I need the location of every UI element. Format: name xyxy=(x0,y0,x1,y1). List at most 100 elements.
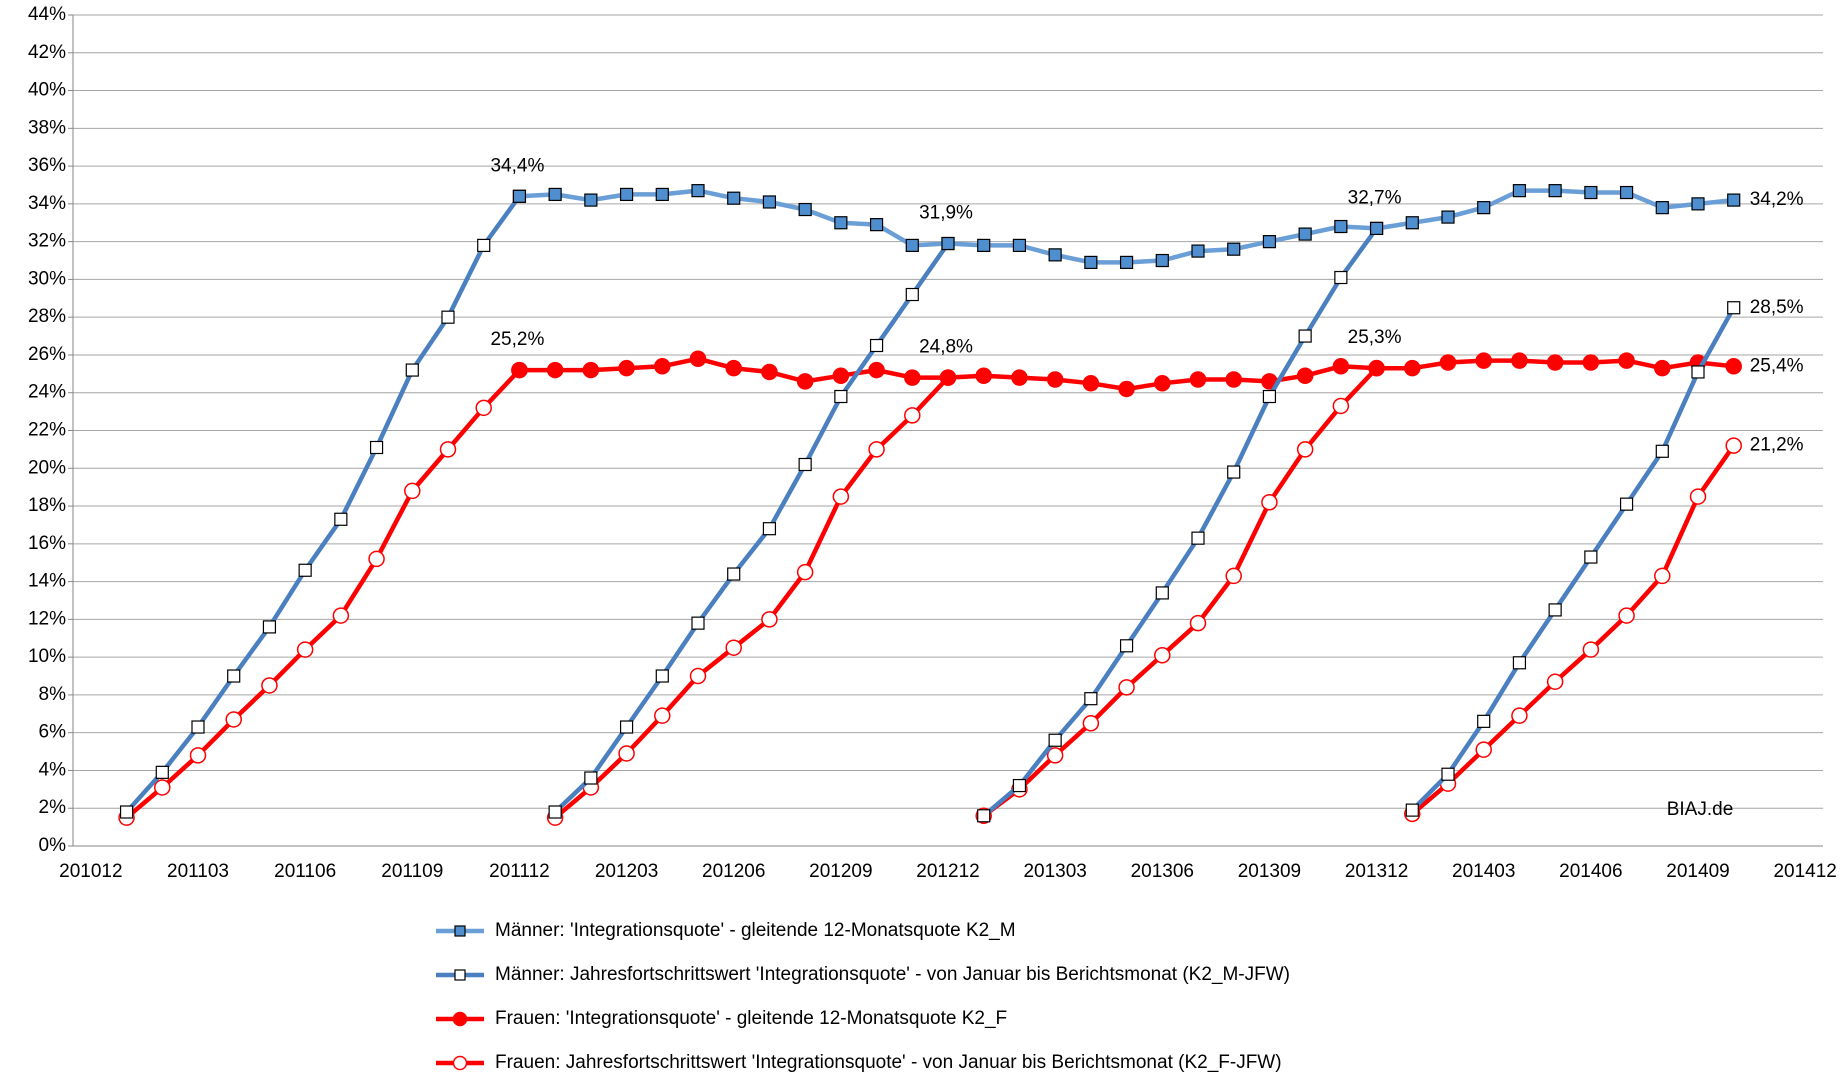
marker xyxy=(762,195,777,209)
marker xyxy=(368,550,385,568)
marker xyxy=(1477,201,1491,215)
marker xyxy=(834,216,848,230)
marker xyxy=(796,563,814,581)
marker xyxy=(1619,497,1634,511)
y-tick-label: 8% xyxy=(39,684,67,705)
x-tick-label: 201309 xyxy=(1238,861,1301,882)
y-tick-label: 2% xyxy=(39,797,67,818)
marker xyxy=(1082,714,1100,732)
series-line xyxy=(553,376,950,820)
marker xyxy=(334,512,348,526)
marker xyxy=(1046,371,1064,388)
marker xyxy=(1296,367,1314,384)
marker xyxy=(1225,371,1242,388)
marker xyxy=(1618,352,1635,369)
series-line xyxy=(553,242,950,814)
marker xyxy=(905,238,919,253)
x-tick-label: 201306 xyxy=(1131,861,1194,882)
marker xyxy=(1546,354,1564,371)
marker xyxy=(796,373,814,390)
data-label: 31,9% xyxy=(919,203,973,224)
marker xyxy=(1546,673,1564,690)
marker xyxy=(1225,567,1242,585)
marker xyxy=(761,611,778,628)
marker xyxy=(1369,221,1384,236)
marker xyxy=(546,361,564,379)
y-tick-label: 22% xyxy=(28,420,66,441)
series-line xyxy=(125,368,522,820)
marker xyxy=(1368,359,1385,377)
data-label: 24,8% xyxy=(919,337,973,358)
data-label: 25,2% xyxy=(490,329,544,350)
marker xyxy=(618,745,635,762)
marker xyxy=(405,363,419,377)
series-line xyxy=(519,188,1734,265)
y-tick-label: 30% xyxy=(28,268,66,289)
plot-area: 21,2% 25,2% 24,8% 25,3% 25,4% 28,5% 34,4% 31,9%… xyxy=(118,155,1804,826)
marker xyxy=(584,193,598,207)
marker xyxy=(452,1011,468,1027)
marker xyxy=(727,191,741,205)
y-tick-label: 28% xyxy=(28,306,66,327)
marker xyxy=(725,639,742,656)
marker xyxy=(1405,803,1419,817)
marker xyxy=(655,187,669,202)
y-tick-label: 4% xyxy=(39,759,67,780)
marker xyxy=(1511,707,1528,724)
marker xyxy=(439,441,457,458)
marker xyxy=(798,457,812,472)
marker xyxy=(1477,714,1491,728)
marker xyxy=(582,361,600,379)
x-tick-label: 201106 xyxy=(274,861,336,882)
marker xyxy=(1548,184,1562,198)
x-tick-label: 201412 xyxy=(1773,861,1836,882)
marker xyxy=(262,620,277,634)
marker xyxy=(1118,380,1135,398)
marker xyxy=(868,361,885,379)
marker xyxy=(1334,270,1348,285)
y-tick-label: 16% xyxy=(28,533,66,554)
y-tick-label: 6% xyxy=(39,722,67,743)
marker xyxy=(1691,197,1705,211)
marker xyxy=(1725,358,1742,375)
y-tick-label: 14% xyxy=(28,571,66,592)
data-label: 25,3% xyxy=(1348,327,1402,348)
series-line xyxy=(1410,444,1736,816)
legend-label: Männer: 'Integrationsquote' - gleitende … xyxy=(495,920,1016,941)
marker xyxy=(1439,354,1457,371)
marker xyxy=(798,202,812,217)
marker xyxy=(475,399,492,417)
marker xyxy=(1261,494,1278,511)
marker xyxy=(977,238,991,253)
marker xyxy=(119,805,134,819)
marker xyxy=(1725,437,1742,454)
x-tick-label: 201203 xyxy=(595,861,658,882)
y-tick-label: 34% xyxy=(28,193,66,214)
data-label: 34,4% xyxy=(490,155,544,176)
marker xyxy=(1191,531,1205,545)
grid: 0% 2% 4% 6% 8% 10% 12% 14% 16% 18% 20% 22% 24% 26% 28%… xyxy=(28,4,1837,882)
x-tick-label: 201109 xyxy=(381,861,443,882)
marker xyxy=(869,218,884,232)
marker xyxy=(904,407,921,424)
marker xyxy=(155,765,169,779)
marker xyxy=(1441,210,1455,224)
series-line xyxy=(124,194,522,814)
series-line xyxy=(1410,306,1736,812)
marker xyxy=(654,707,671,724)
marker xyxy=(1046,747,1064,764)
marker xyxy=(1298,329,1312,343)
series-line xyxy=(982,227,1379,818)
marker xyxy=(1584,550,1598,564)
data-label: 32,7% xyxy=(1348,187,1402,208)
marker xyxy=(1298,227,1312,241)
marker xyxy=(1191,244,1205,258)
y-tick-label: 12% xyxy=(28,608,66,629)
marker xyxy=(1119,255,1134,270)
marker xyxy=(1332,397,1350,415)
data-label: 25,4% xyxy=(1750,355,1804,376)
y-tick-label: 18% xyxy=(28,495,66,516)
marker xyxy=(332,607,350,624)
